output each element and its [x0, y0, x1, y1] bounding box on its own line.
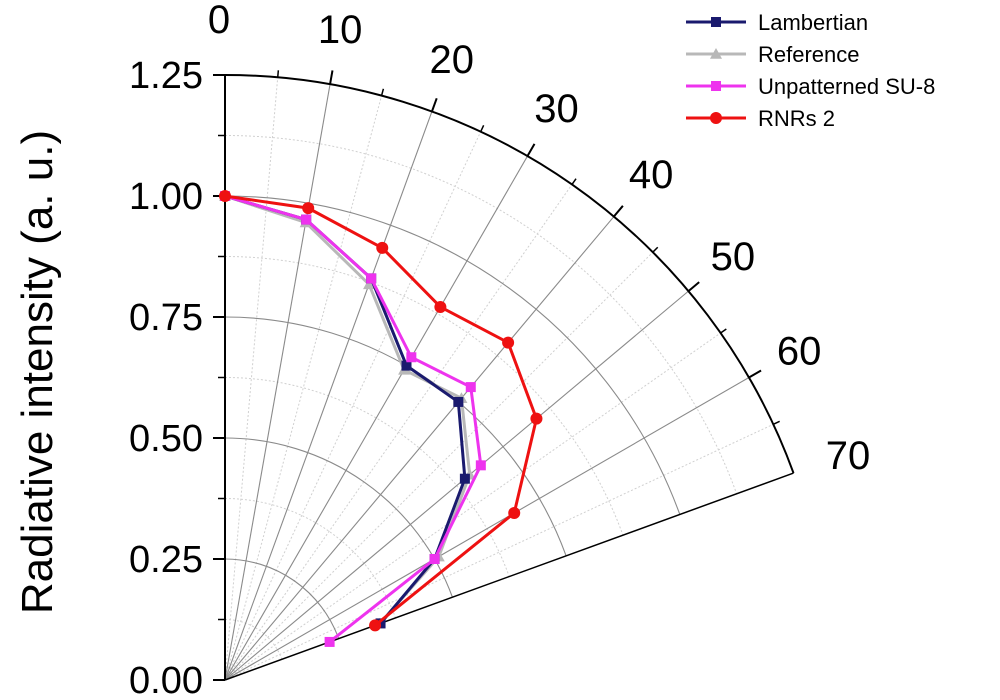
- major-arc: [224, 558, 340, 639]
- major-spoke: [224, 216, 615, 681]
- angular-tick: [748, 369, 762, 379]
- angular-tick: [526, 143, 536, 157]
- radial-tick-label: 0.50: [129, 418, 203, 460]
- angular-tick: [430, 97, 438, 112]
- angular-tick-label: 40: [629, 153, 674, 197]
- legend-item: Unpatterned SU-8: [686, 74, 935, 99]
- series-rnrs-2: [219, 190, 543, 632]
- data-point: [475, 460, 486, 471]
- major-spoke: [224, 377, 750, 681]
- angular-tick-label: 70: [826, 434, 871, 478]
- legend-label: Lambertian: [758, 10, 868, 35]
- data-point: [508, 507, 521, 520]
- radial-axis-title: Radiative intensity (a. u.): [13, 130, 62, 614]
- data-point: [324, 636, 335, 647]
- minor-arc: [224, 377, 510, 577]
- end-angle-line: [224, 472, 794, 681]
- minor-arc: [224, 619, 283, 660]
- radial-tick-label: 1.25: [129, 55, 203, 97]
- minor-spoke: [224, 423, 774, 681]
- minor-spoke: [224, 184, 573, 681]
- angular-tick-label: 0: [208, 0, 230, 42]
- data-point: [363, 278, 376, 290]
- data-point: [453, 396, 464, 407]
- data-point: [406, 352, 417, 363]
- minor-spoke: [224, 332, 721, 681]
- major-spoke: [224, 84, 331, 681]
- minor-spoke: [224, 251, 654, 681]
- data-point: [434, 300, 447, 313]
- legend: Lambertian Reference Unpatterned SU-8 RNRs …: [686, 10, 935, 131]
- legend-marker: [711, 17, 721, 27]
- angular-tick-label: 10: [318, 8, 363, 52]
- radial-tick-label: 0.25: [129, 539, 203, 581]
- outer-arc: [224, 74, 795, 474]
- data-point: [376, 241, 389, 254]
- angular-minor-tick: [571, 178, 577, 185]
- legend-marker: [711, 81, 721, 91]
- angular-tick-label: 50: [711, 235, 756, 279]
- data-point: [465, 382, 476, 393]
- angular-tick: [329, 70, 334, 85]
- legend-label: Unpatterned SU-8: [758, 74, 935, 99]
- minor-arc: [224, 135, 738, 494]
- data-point: [366, 273, 377, 284]
- major-spoke: [224, 111, 433, 681]
- axis-layer: 0.00 0.25 0.50 0.75 1.00 1.25 Radiative intens…: [13, 0, 870, 700]
- series-layer: [219, 190, 543, 647]
- major-spoke: [224, 290, 689, 681]
- series-line: [224, 194, 483, 644]
- data-point: [219, 190, 231, 202]
- series-line: [224, 194, 539, 627]
- data-point: [369, 619, 382, 632]
- series-unpatterned-su-8: [220, 191, 486, 647]
- radial-tick-label: 0.75: [129, 297, 203, 339]
- data-point: [302, 202, 315, 215]
- minor-spoke: [224, 131, 482, 681]
- angular-tick: [687, 281, 700, 292]
- angular-tick: [613, 205, 624, 218]
- major-spoke: [224, 155, 528, 681]
- legend-marker: [710, 48, 722, 59]
- legend-item: RNRs 2: [686, 106, 835, 131]
- minor-arc: [224, 498, 397, 619]
- minor-spoke: [224, 77, 279, 681]
- legend-marker: [710, 112, 722, 124]
- angular-minor-tick: [276, 70, 280, 78]
- legend-item: Reference: [686, 42, 860, 67]
- data-point: [401, 360, 412, 371]
- data-point: [530, 412, 543, 425]
- data-point: [301, 214, 312, 225]
- angular-tick-label: 20: [430, 38, 475, 82]
- data-point: [429, 554, 440, 564]
- legend-item: Lambertian: [686, 10, 868, 35]
- angular-tick-label: 30: [534, 87, 579, 131]
- angular-minor-tick: [772, 420, 780, 425]
- radial-tick-label: 0.00: [129, 660, 203, 700]
- legend-label: Reference: [758, 42, 860, 67]
- angular-minor-tick: [652, 246, 659, 253]
- angular-tick-label: 60: [777, 330, 822, 374]
- minor-spoke: [224, 95, 383, 681]
- data-point: [459, 473, 470, 484]
- legend-label: RNRs 2: [758, 106, 835, 131]
- grid-layer: [224, 77, 774, 681]
- angular-minor-tick: [380, 88, 385, 96]
- angular-minor-tick: [720, 328, 727, 334]
- radial-tick-label: 1.00: [129, 176, 203, 218]
- data-point: [502, 336, 515, 349]
- angular-minor-tick: [480, 125, 485, 133]
